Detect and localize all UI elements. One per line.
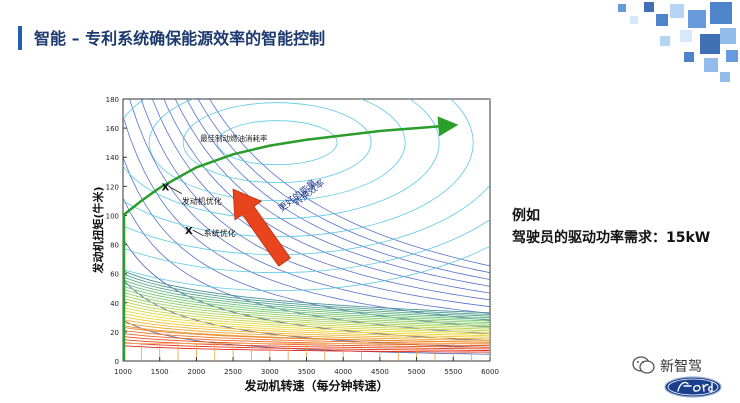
low-load-contour xyxy=(123,273,490,315)
x-tick-label: 3000 xyxy=(261,368,279,376)
optimal-line-label: 最佳制动燃油消耗率 xyxy=(200,133,268,143)
system-opt-label: 系统优化 xyxy=(204,228,236,238)
bsfc-contour xyxy=(123,245,490,292)
cube-tile xyxy=(618,4,626,12)
x-tick-label: 2000 xyxy=(187,368,205,376)
cube-tile xyxy=(704,58,718,72)
low-load-contour xyxy=(123,310,490,335)
power-contour xyxy=(163,99,490,294)
cube-tile xyxy=(726,50,738,62)
low-load-contour xyxy=(123,288,490,324)
bsfc-contour xyxy=(123,99,474,238)
low-load-contour xyxy=(123,303,490,332)
cube-tile xyxy=(644,2,654,12)
low-load-contour xyxy=(123,291,490,325)
bsfc-contour xyxy=(123,219,490,274)
engine-opt-label: 发动机优化 xyxy=(182,196,222,206)
optimal-bsfc-curve xyxy=(122,116,459,217)
cube-tile xyxy=(656,14,668,26)
cube-tile xyxy=(688,10,706,28)
bsfc-contour xyxy=(216,120,338,166)
x-axis-label: 发动机转速（每分钟转速） xyxy=(243,378,388,393)
engine-opt-marker: X xyxy=(162,182,170,193)
cube-tile xyxy=(660,36,670,46)
bsfc-contour xyxy=(148,99,406,202)
x-tick-label: 3500 xyxy=(298,368,316,376)
y-tick-label: 0 xyxy=(115,358,119,366)
low-load-contour xyxy=(123,326,490,343)
cube-tile xyxy=(684,52,694,62)
x-tick-label: 6000 xyxy=(481,368,499,376)
x-tick-label: 4500 xyxy=(371,368,389,376)
cube-tile xyxy=(710,2,732,24)
y-tick-label: 80 xyxy=(110,242,119,250)
axes: 1000 1500 2000 2500 3000 3500 4000 4500 5000 5500… xyxy=(91,96,499,393)
y-tick-label: 160 xyxy=(106,125,119,133)
cube-tile xyxy=(670,4,684,18)
efficiency-arrow xyxy=(232,188,291,267)
y-tick-label: 40 xyxy=(110,300,119,308)
cube-decoration xyxy=(618,2,738,82)
power-contour xyxy=(209,99,490,267)
power-contour xyxy=(140,99,490,308)
x-tick-label: 1500 xyxy=(151,368,169,376)
low-load-contour xyxy=(123,282,490,320)
y-tick-label: 180 xyxy=(106,96,119,104)
example-text: 驾驶员的驱动功率需求：15kW xyxy=(512,230,711,246)
low-load-contour xyxy=(123,316,490,338)
cube-tile xyxy=(720,28,736,44)
y-tick-label: 60 xyxy=(110,271,119,279)
ford-logo xyxy=(664,376,722,398)
power-contour xyxy=(151,99,490,301)
engine-opt-pointer xyxy=(168,185,182,194)
y-tick-label: 140 xyxy=(106,154,119,162)
y-tick-label: 120 xyxy=(106,183,119,191)
system-opt-pointer xyxy=(192,229,204,237)
cube-tile xyxy=(630,16,638,24)
slide-title: 智能 – 专利系统确保能源效率的智能控制 xyxy=(34,29,326,48)
y-tick-label: 20 xyxy=(110,329,119,337)
power-contour xyxy=(186,99,490,280)
example-heading: 例如 xyxy=(512,208,540,224)
low-load-contour xyxy=(123,270,490,314)
y-tick-label: 100 xyxy=(106,212,119,220)
cube-tile xyxy=(680,30,692,42)
x-tick-label: 2500 xyxy=(224,368,242,376)
low-load-contour xyxy=(123,322,490,342)
low-load-contour xyxy=(123,297,490,328)
low-load-contour xyxy=(123,276,490,317)
bsfc-contour xyxy=(123,99,440,220)
y-axis-label: 发动机扭矩(牛米) xyxy=(91,186,105,274)
x-tick-label: 5000 xyxy=(408,368,426,376)
low-load-contour xyxy=(123,279,490,319)
low-load-contour xyxy=(123,319,490,340)
cube-tile xyxy=(700,34,720,54)
x-tick-label: 1000 xyxy=(114,368,132,376)
low-load-contour xyxy=(123,300,490,330)
system-opt-marker: X xyxy=(185,226,193,237)
example-block: 例如 驾驶员的驱动功率需求：15kW xyxy=(512,205,710,249)
efficiency-arrow-shape xyxy=(232,188,291,267)
low-load-contour xyxy=(123,294,490,327)
title-accent-bar xyxy=(18,26,22,50)
watermark-text: 新智驾 xyxy=(660,359,702,375)
low-load-contour xyxy=(123,313,490,337)
x-tick-label: 5500 xyxy=(444,368,462,376)
power-contour xyxy=(174,99,490,287)
bsfc-contour xyxy=(182,102,372,184)
low-load-contour xyxy=(123,285,490,322)
cube-tile xyxy=(720,72,730,82)
power-contour xyxy=(197,99,490,274)
x-tick-label: 4000 xyxy=(334,368,352,376)
low-load-contour xyxy=(123,333,490,347)
wechat-icon xyxy=(632,356,655,374)
low-load-contour xyxy=(123,306,490,333)
